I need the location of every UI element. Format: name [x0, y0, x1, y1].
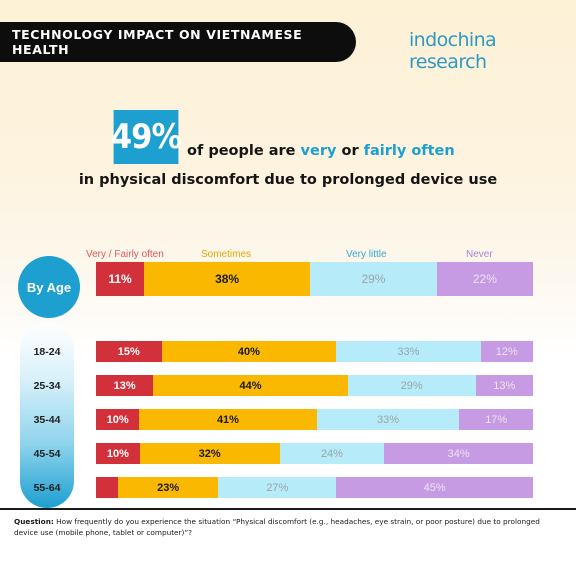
- data-label: 34%: [447, 447, 470, 460]
- data-label: 10%: [106, 447, 129, 460]
- headline-stat: 49%: [111, 110, 182, 164]
- data-label: 33%: [377, 413, 400, 426]
- data-label: 11%: [108, 272, 132, 286]
- bar-segment-never: 17%: [459, 409, 533, 430]
- banner-title: TECHNOLOGY IMPACT ON VIETNAMESE HEALTH: [12, 27, 303, 57]
- data-label: 38%: [215, 272, 240, 286]
- bar-row-25-34: 13% 44% 29% 13%: [96, 375, 533, 396]
- bar-segment-sometimes: 41%: [139, 409, 317, 430]
- age-group-ribbon: [20, 323, 74, 508]
- question-text: How frequently do you experience the sit…: [14, 517, 540, 537]
- legend-sometimes: Sometimes: [201, 249, 252, 260]
- survey-question: Question: How frequently do you experien…: [14, 516, 566, 538]
- data-label: 44%: [239, 379, 262, 392]
- data-label: 22%: [472, 272, 497, 286]
- data-label: 40%: [237, 345, 260, 358]
- age-label-18-24: 18-24: [33, 346, 61, 358]
- headline-highlight-fairly-often: fairly often: [363, 143, 455, 159]
- data-label: 45%: [423, 481, 446, 494]
- bar-segment-never: 34%: [384, 443, 533, 464]
- bar-row-35-44: 10% 41% 33% 17%: [96, 409, 533, 430]
- bar-segment-never: 45%: [336, 477, 533, 498]
- age-label-45-54: 45-54: [33, 448, 61, 460]
- bar-segment-very-fairly-often: 13%: [96, 375, 154, 396]
- headline-line-2: in physical discomfort due to prolonged …: [78, 172, 498, 188]
- data-label: 33%: [397, 345, 420, 358]
- data-label: 13%: [113, 379, 136, 392]
- brand-logo: indochina research: [409, 29, 497, 73]
- bar-segment-very-little: 29%: [347, 375, 476, 396]
- bar-row-55-64: 23% 27% 45%: [96, 477, 533, 498]
- data-label: 29%: [361, 272, 386, 286]
- bar-segment-very-little: 33%: [316, 409, 460, 430]
- bar-segment-never: 12%: [480, 341, 533, 362]
- data-label: 12%: [495, 345, 518, 358]
- bar-segment-very-little: 33%: [336, 341, 481, 362]
- bar-segment-sometimes: 23%: [117, 477, 219, 498]
- data-label: 15%: [117, 345, 140, 358]
- bar-row-18-24: 15% 40% 33% 12%: [96, 341, 533, 362]
- title-banner: TECHNOLOGY IMPACT ON VIETNAMESE HEALTH: [0, 22, 356, 62]
- legend-very-little: Very little: [346, 249, 387, 260]
- legend-very-fairly-often: Very / Fairly often: [86, 249, 164, 260]
- by-age-badge: By Age: [18, 256, 80, 318]
- bar-segment-sometimes: 44%: [153, 375, 348, 396]
- bar-segment-never: 13%: [475, 375, 533, 396]
- bar-segment-very-fairly-often: 10%: [96, 409, 140, 430]
- data-label: 29%: [400, 379, 423, 392]
- data-label: 27%: [266, 481, 289, 494]
- data-label: 24%: [320, 447, 343, 460]
- headline-line-1: of people are very or fairly often: [187, 143, 455, 159]
- bar-segment-very-fairly-often: 11%: [96, 262, 145, 296]
- bar-segment-very-fairly-often: 10%: [96, 443, 140, 464]
- age-label-25-34: 25-34: [33, 380, 61, 392]
- bar-segment-sometimes: 38%: [144, 262, 311, 296]
- bar-segment-very-fairly-often: [96, 477, 118, 498]
- age-label-55-64: 55-64: [33, 482, 61, 494]
- bar-segment-very-little: 29%: [310, 262, 437, 296]
- headline-text: or: [336, 143, 364, 159]
- headline-highlight-very: very: [300, 143, 337, 159]
- data-label: 13%: [493, 379, 516, 392]
- bar-total-by-age: 11% 38% 29% 22%: [96, 262, 533, 296]
- headline-text: of people are: [187, 143, 301, 159]
- age-label-35-44: 35-44: [33, 414, 61, 426]
- bar-segment-sometimes: 32%: [139, 443, 280, 464]
- data-label: 10%: [106, 413, 129, 426]
- bar-segment-sometimes: 40%: [161, 341, 337, 362]
- bar-segment-very-little: 27%: [218, 477, 337, 498]
- data-label: 32%: [198, 447, 221, 460]
- bar-segment-very-little: 24%: [279, 443, 385, 464]
- bar-segment-never: 22%: [436, 262, 533, 296]
- bar-row-45-54: 10% 32% 24% 34%: [96, 443, 533, 464]
- data-label: 17%: [485, 413, 508, 426]
- bar-segment-very-fairly-often: 15%: [96, 341, 162, 362]
- data-label: 23%: [157, 481, 180, 494]
- question-label: Question:: [14, 517, 54, 526]
- data-label: 41%: [216, 413, 239, 426]
- footer-divider: [0, 508, 576, 510]
- legend-never: Never: [466, 249, 493, 260]
